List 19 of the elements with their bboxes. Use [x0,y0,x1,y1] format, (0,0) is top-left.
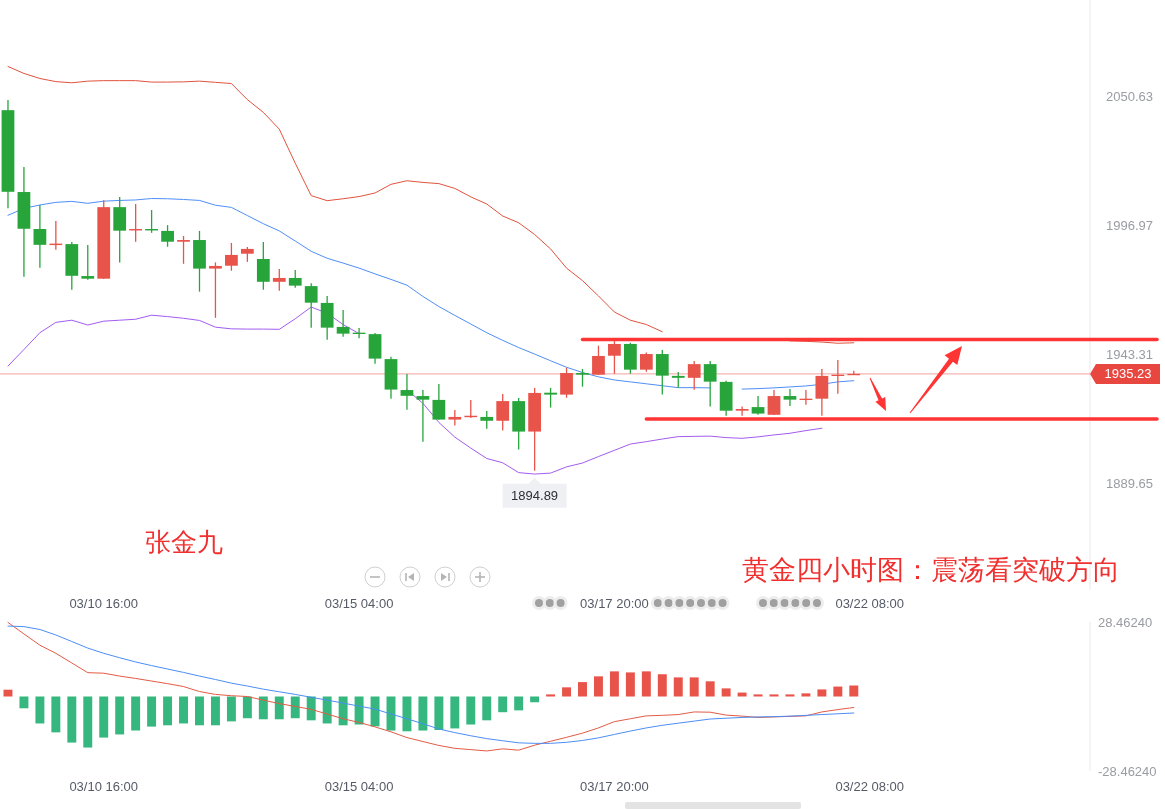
annotation: 1894.89 [511,488,559,504]
x-tick-label: 03/17 20:00 [580,595,649,611]
y-tick-label: -28.46240 [1098,763,1157,779]
y-tick-label: 1889.65 [1106,475,1153,491]
x-tick-label: 03/17 20:00 [580,778,649,794]
y-tick-label: 28.46240 [1098,614,1153,630]
x-tick-label: 03/22 08:00 [835,778,905,794]
y-tick-label: 2050.63 [1106,89,1153,105]
ref-line-label: 1935.23 [1104,366,1152,382]
y-tick-label: 1996.97 [1106,218,1153,234]
annotation: 1894.89 [502,477,567,508]
y-tick-label: 1943.31 [1106,347,1153,362]
x-tick-label: 03/10 16:00 [69,778,139,794]
title: 黄金四小时图：震荡看突破方向 [742,555,1120,585]
x-tick-label: 03/10 16:00 [69,595,139,611]
annotation: 张金九 [145,527,223,557]
x-tick-label: 03/15 04:00 [324,595,394,611]
x-tick-label: 03/22 08:00 [835,595,905,611]
x-tick-label: 03/15 04:00 [324,778,394,794]
